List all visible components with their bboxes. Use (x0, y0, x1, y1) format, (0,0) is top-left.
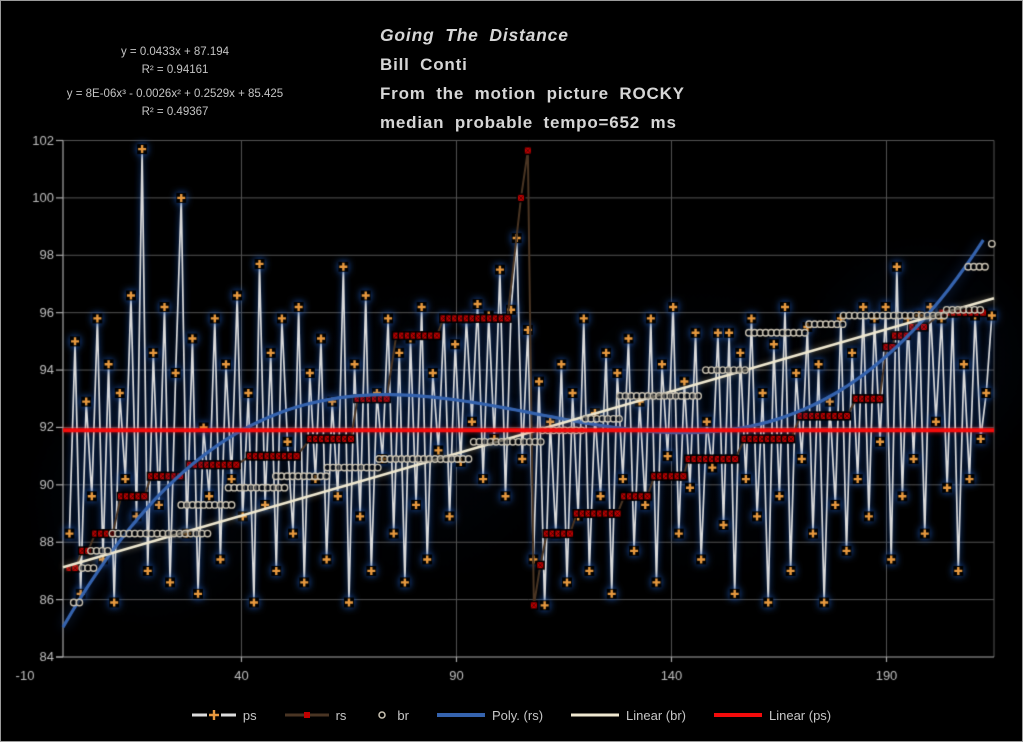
legend-label-br: br (397, 707, 409, 723)
poly-equation: y = 8E-06x³ - 0.0026x² + 0.2529x + 85.42… (66, 88, 284, 100)
source-note: From the motion picture ROCKY (380, 84, 685, 103)
linear-r-squared: R² = 0.94161 (141, 64, 209, 76)
legend-item-linear-br: Linear (br) (571, 708, 686, 723)
legend-item-ps: ps (191, 707, 257, 723)
legend-item-rs: rs (284, 707, 347, 723)
poly-rs-line-swatch (436, 713, 485, 717)
legend-label-linear-ps: Linear (ps) (769, 707, 832, 723)
linear-equation: y = 0.0433x + 87.194 (120, 46, 230, 58)
rs-line-marker-swatch (284, 712, 329, 718)
legend-item-linear-ps: Linear (ps) (714, 708, 831, 723)
tempo-note: median probable tempo=652 ms (380, 113, 677, 132)
chart-title-block: Going The Distance Bill Conti From the m… (380, 21, 685, 137)
song-title: Going The Distance (380, 25, 569, 45)
legend-item-br: br (374, 708, 409, 723)
linear-ps-line-swatch (714, 713, 762, 717)
poly-r-squared: R² = 0.49367 (141, 106, 209, 118)
composer: Bill Conti (380, 55, 468, 74)
legend-label-linear-br: Linear (br) (626, 707, 686, 723)
trendline-equations: y = 0.0433x + 87.194 R² = 0.94161 y = 8E… (39, 43, 311, 121)
legend-label-ps: ps (242, 707, 257, 723)
chart-legend: ps rs br Poly. (rs) Linear (br) (1, 702, 1022, 728)
legend-label-rs: rs (335, 707, 347, 723)
legend-item-poly-rs: Poly. (rs) (436, 707, 544, 723)
br-marker-swatch (378, 711, 387, 719)
legend-label-poly-rs: Poly. (rs) (491, 707, 544, 723)
linear-br-line-swatch (571, 713, 620, 717)
ps-line-marker-swatch (191, 710, 236, 720)
